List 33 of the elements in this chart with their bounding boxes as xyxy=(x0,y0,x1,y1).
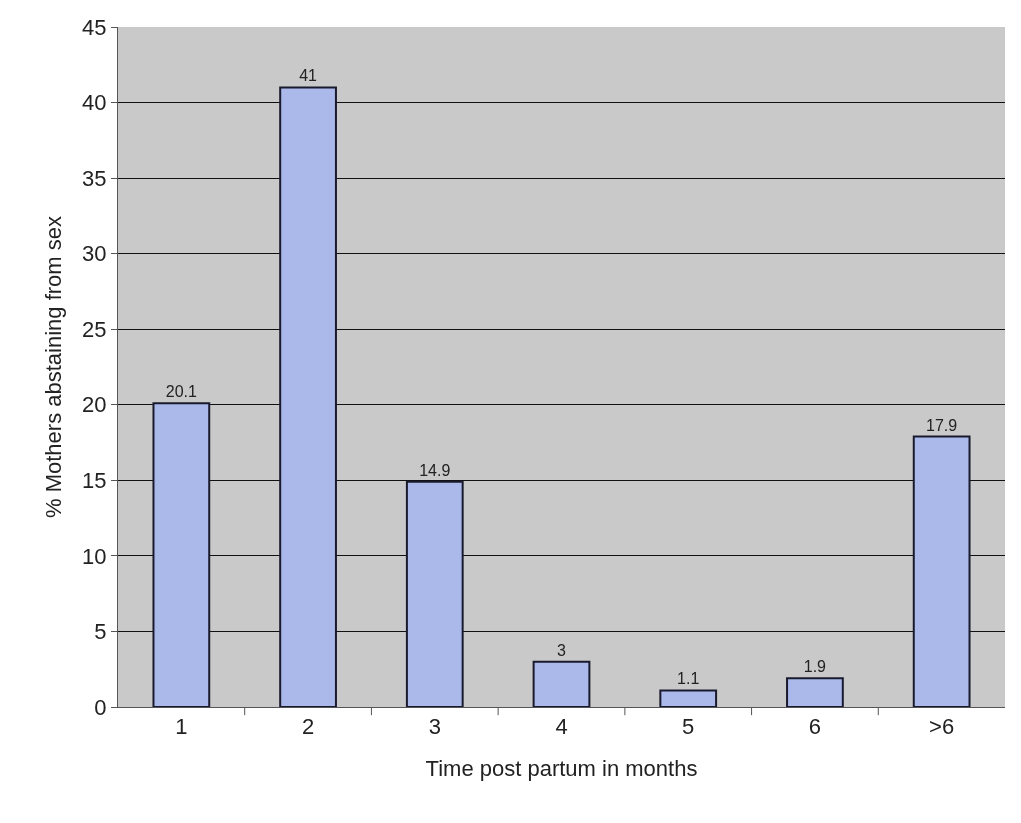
data-label: 14.9 xyxy=(419,461,451,479)
x-tick-label: 1 xyxy=(175,714,188,740)
bar xyxy=(786,677,844,707)
x-tick-label: 2 xyxy=(301,714,315,740)
bar xyxy=(405,480,464,707)
data-label: 3 xyxy=(557,641,566,659)
data-label: 17.9 xyxy=(926,416,958,434)
y-tick-label: 5 xyxy=(94,619,107,645)
bar xyxy=(152,402,211,707)
x-tick-label: >6 xyxy=(929,714,955,740)
y-tick-label: 0 xyxy=(94,694,107,720)
data-label: 1.9 xyxy=(803,658,827,676)
y-tick-label: 30 xyxy=(82,241,107,267)
y-axis-title: % Mothers abstaining from sex xyxy=(40,215,66,519)
x-tick-label: 5 xyxy=(682,714,695,740)
data-label: 1.1 xyxy=(677,670,700,688)
y-tick-label: 25 xyxy=(82,316,107,342)
bar xyxy=(532,660,591,707)
data-label: 41 xyxy=(299,67,318,85)
y-tick-label: 15 xyxy=(82,468,107,494)
x-axis-title: Time post partum in months xyxy=(425,756,698,782)
y-tick-label: 40 xyxy=(82,90,107,116)
bar xyxy=(279,86,337,707)
x-tick-label: 6 xyxy=(808,714,822,740)
data-label: 20.1 xyxy=(165,383,197,401)
bar xyxy=(659,689,718,707)
x-tick-label: 4 xyxy=(555,714,568,740)
x-tick-label: 3 xyxy=(428,714,441,740)
y-tick-label: 10 xyxy=(82,543,107,569)
bar xyxy=(912,435,971,707)
y-tick-label: 45 xyxy=(82,14,107,40)
y-tick-label: 20 xyxy=(82,392,107,418)
y-tick-label: 35 xyxy=(82,165,107,191)
